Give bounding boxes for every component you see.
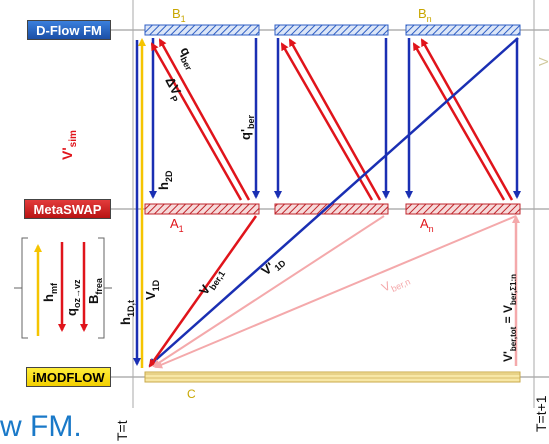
red-diag-arrow-6 bbox=[412, 42, 506, 201]
dflow-segment-mid bbox=[274, 24, 389, 36]
red-diag-arrow-4 bbox=[280, 42, 374, 201]
legend-bracket-left bbox=[21, 237, 28, 339]
label-v1d: V1D bbox=[143, 279, 161, 300]
label-h1dt: h1D,t bbox=[118, 300, 136, 325]
label-b1: B1 bbox=[172, 6, 186, 24]
label-t-end: T=t+1 bbox=[533, 395, 549, 432]
legend-hmf-label: hmf bbox=[41, 282, 59, 302]
imodflow-segment-c bbox=[144, 371, 521, 383]
pink-arrow-1 bbox=[152, 215, 385, 368]
label-right-top: V bbox=[536, 57, 549, 66]
label-bn: Bn bbox=[418, 6, 432, 24]
dflow-segment-b1 bbox=[144, 24, 260, 36]
vber1-arrow bbox=[148, 215, 258, 368]
label-vbern: Vber,n bbox=[379, 270, 412, 297]
label-v-sim: V'sim bbox=[59, 130, 79, 160]
imodflow-layer-label: iMODFLOW bbox=[26, 367, 111, 387]
label-c: C bbox=[187, 387, 196, 401]
legend-qoz-label: qoz→vz bbox=[64, 279, 82, 316]
vprime-1d-arrow bbox=[148, 37, 519, 367]
label-vbertot: V'ber,tot = Vber,Σ1:n bbox=[501, 274, 518, 362]
label-t-start: T=t bbox=[114, 420, 130, 441]
bottom-partial-text: w FM. bbox=[0, 410, 82, 443]
metaswap-segment-an bbox=[405, 203, 521, 215]
q-ber-arrow bbox=[158, 38, 251, 201]
legend-bfrea-label: Bfrea bbox=[86, 277, 104, 304]
metaswap-segment-a1 bbox=[144, 203, 260, 215]
label-q-ber: qber bbox=[175, 44, 201, 72]
label-an: An bbox=[420, 216, 434, 234]
dflow-segment-bn bbox=[405, 24, 521, 36]
label-qprime-ber: q'ber bbox=[238, 114, 256, 140]
label-a1: A1 bbox=[170, 216, 184, 234]
metaswap-segment-mid bbox=[274, 203, 389, 215]
red-diag-arrow-3 bbox=[288, 38, 382, 201]
metaswap-layer-label: MetaSWAP bbox=[24, 199, 111, 219]
red-diag-arrow-5 bbox=[420, 38, 514, 201]
vbern-arrow bbox=[154, 215, 517, 369]
delta-vp-arrow bbox=[150, 42, 243, 201]
dflow-layer-label: D-Flow FM bbox=[27, 20, 111, 40]
label-h2d: h2D bbox=[156, 170, 174, 190]
